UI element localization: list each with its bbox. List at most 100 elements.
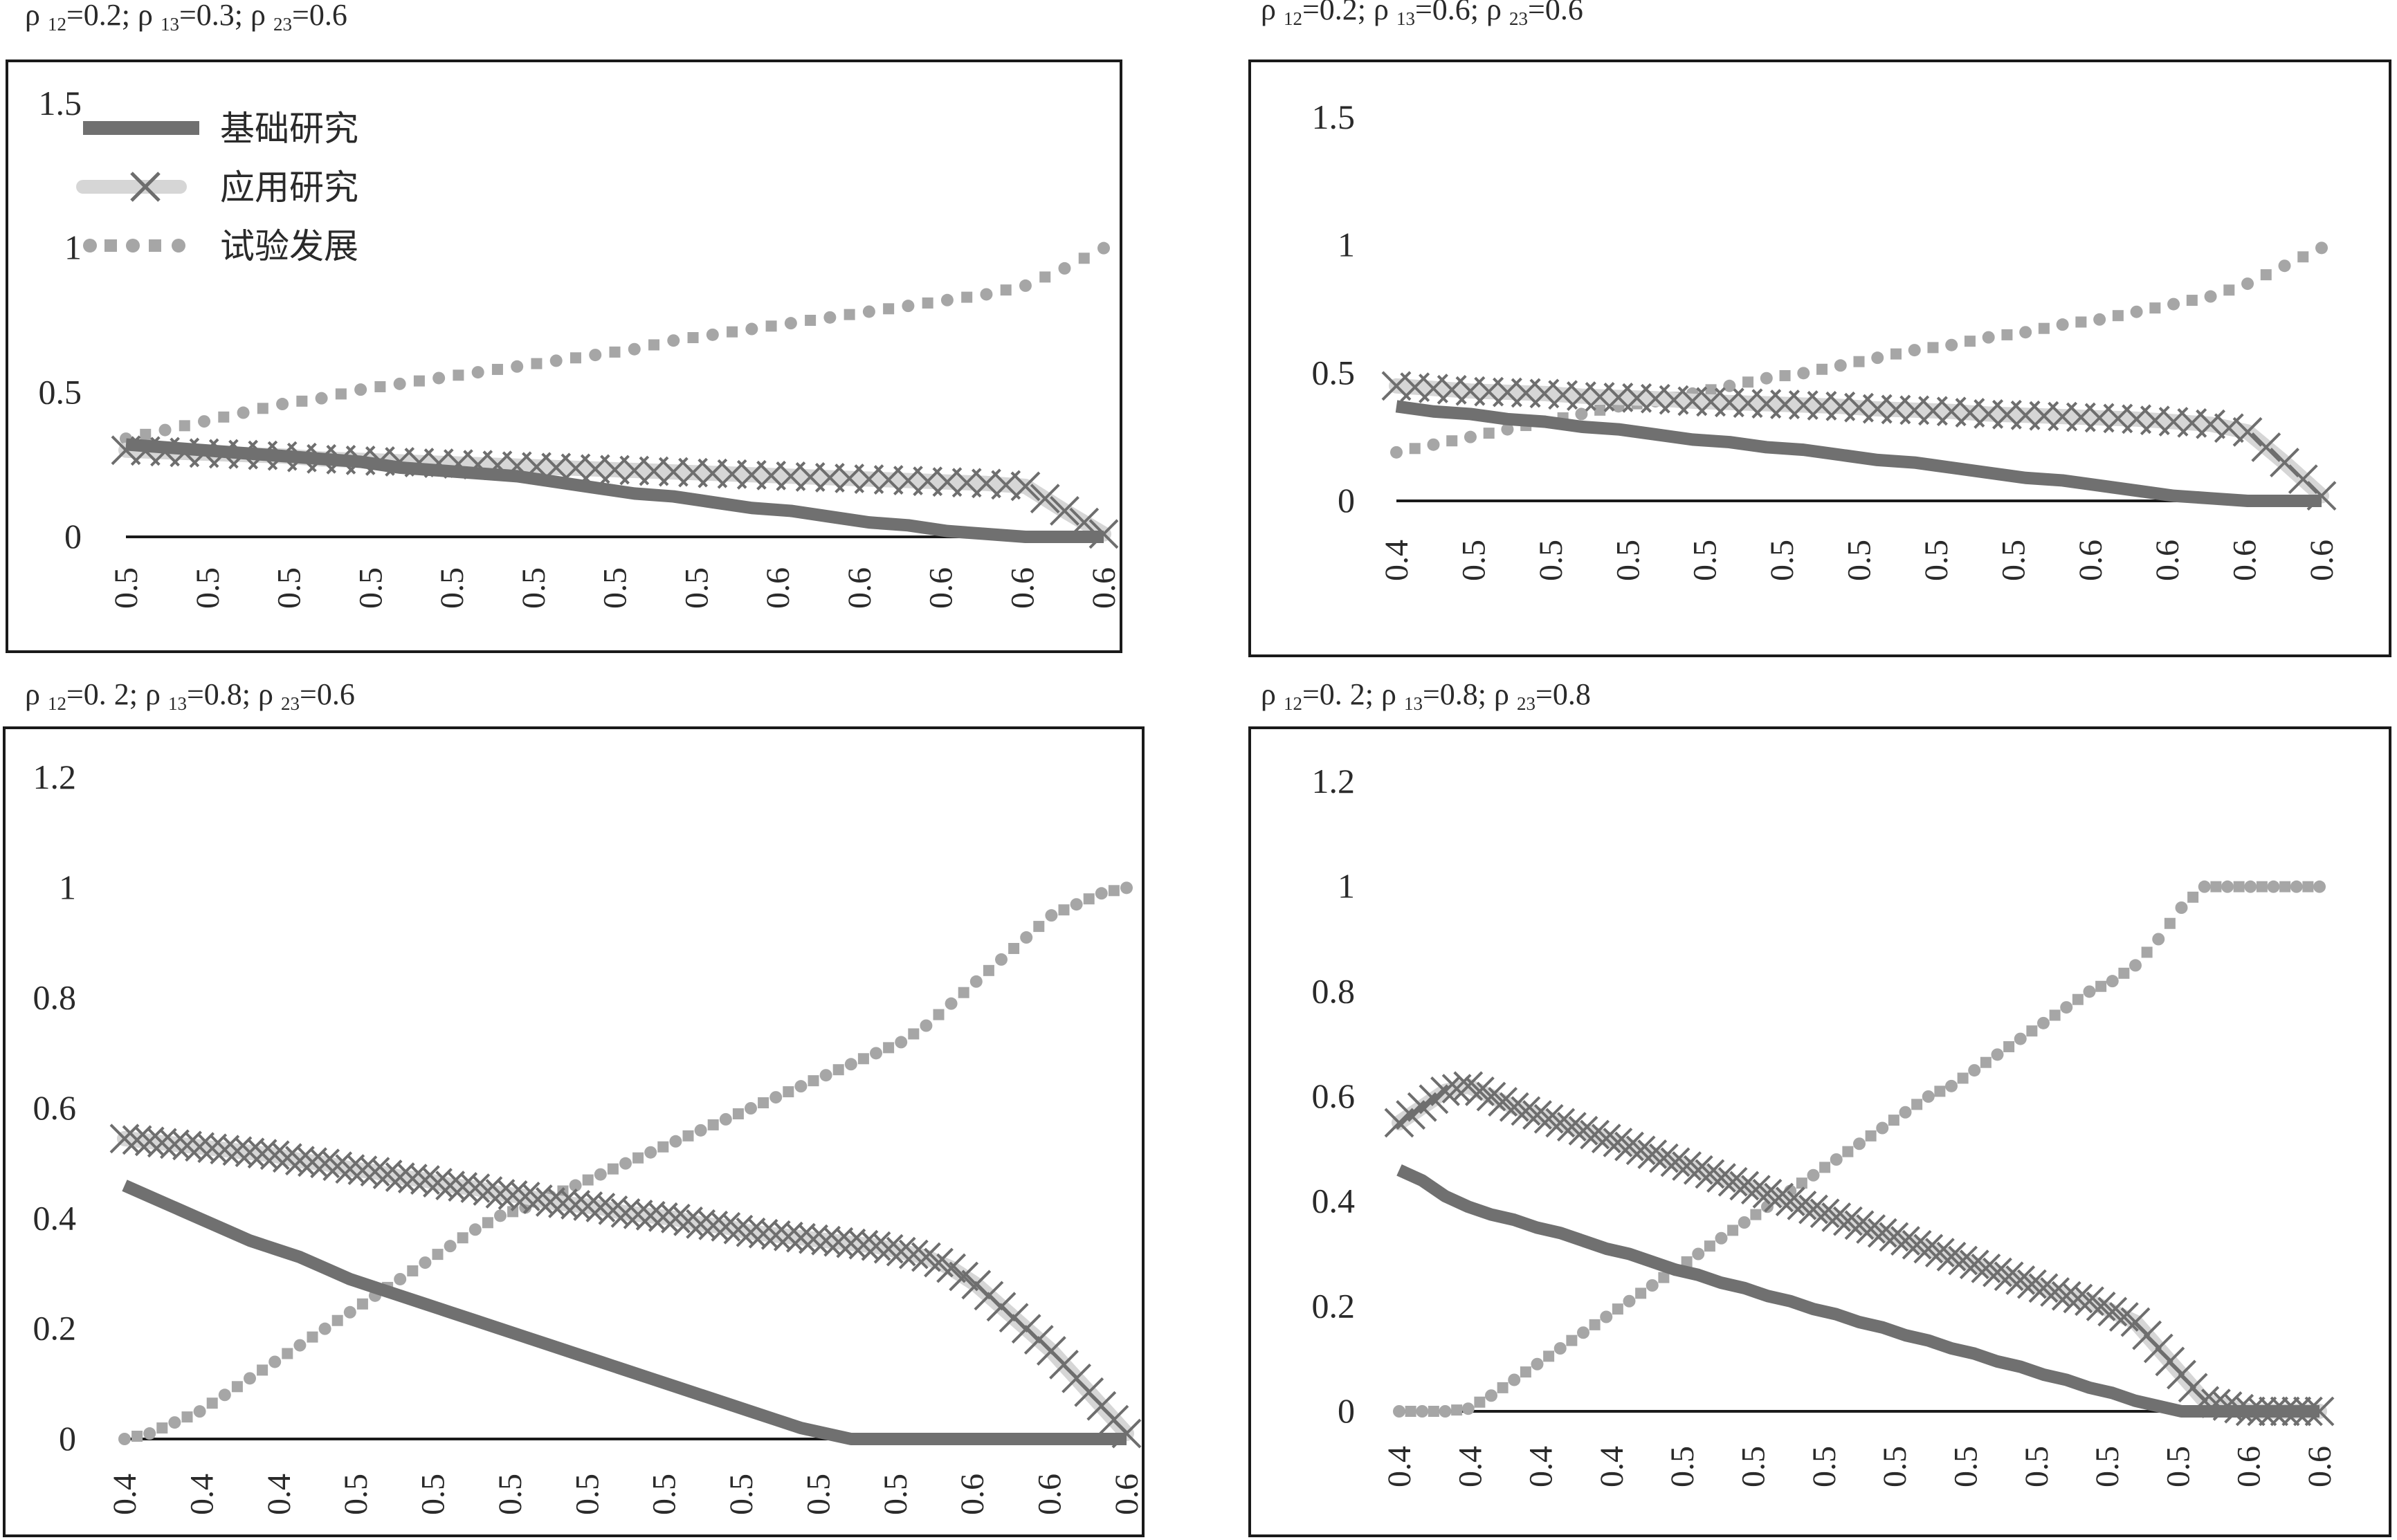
basic-research-line [122, 1180, 1127, 1445]
applied-cross-marker [522, 1184, 553, 1214]
experimental-point [765, 320, 777, 332]
y-tick-label: 0 [64, 517, 82, 556]
experimental-point [719, 1112, 732, 1126]
applied-cross-marker [460, 1173, 491, 1203]
applied-cross-marker [686, 1209, 716, 1239]
applied-cross-marker [811, 1225, 841, 1256]
x-tick-label: 0.5 [492, 1474, 529, 1515]
x-tick-label: 0.6 [2072, 540, 2109, 581]
applied-cross-marker [1050, 496, 1079, 526]
applied-cross-marker [372, 1159, 403, 1190]
applied-cross-marker [1948, 1245, 1978, 1276]
applied-cross-marker [1672, 1151, 1702, 1181]
x-tick-label: 0.5 [338, 1474, 374, 1515]
y-tick-label: 1 [59, 868, 76, 906]
x-tick-label: 0.4 [261, 1474, 298, 1515]
experimental-point [1553, 1342, 1567, 1355]
experimental-point [687, 332, 699, 344]
experimental-point [2313, 880, 2326, 893]
applied-cross-marker [1030, 484, 1060, 514]
applied-cross-marker [1764, 1182, 1794, 1213]
experimental-point [507, 1206, 519, 1218]
experimental-point [940, 293, 954, 306]
applied-cross-marker [823, 1227, 854, 1257]
experimental-point [707, 1119, 719, 1130]
experimental-point [181, 1411, 193, 1423]
legend-label: 应用研究 [220, 167, 358, 208]
applied-cross-marker [886, 1236, 916, 1267]
experimental-point [2149, 302, 2161, 314]
experimental-point [244, 1372, 256, 1385]
experimental-point [282, 1348, 293, 1359]
experimental-point [1039, 271, 1051, 283]
experimental-point [1807, 1168, 1820, 1182]
applied-cross-marker [898, 1239, 929, 1269]
experimental-point [1501, 423, 1514, 436]
applied-cross-marker [1580, 1119, 1610, 1150]
applied-cross-marker [1591, 1124, 1621, 1154]
applied-cross-marker [748, 1218, 778, 1249]
experimental-point [2175, 901, 2188, 914]
applied-cross-marker [1913, 1234, 1944, 1264]
experimental-point [961, 291, 973, 303]
experimental-point [2279, 881, 2291, 892]
applied-cross-marker [1706, 1163, 1736, 1193]
experimental-point [669, 1135, 682, 1148]
x-tick-label: 0.5 [1533, 540, 1569, 581]
experimental-point [1531, 1357, 1544, 1371]
experimental-point [2164, 917, 2176, 929]
experimental-point [2256, 881, 2268, 892]
x-tick-label: 0.5 [108, 567, 145, 609]
applied-cross-marker [836, 1228, 866, 1258]
x-tick-label: 0.6 [2302, 1446, 2338, 1487]
panel-3-plot: 1.2 1 0.8 0.6 0.4 0.2 0 0.4 0.4 0.4 0.5 0.5 0.5 0.5 0.… [33, 758, 1146, 1515]
applied-cross-marker [2214, 413, 2244, 443]
experimental-point [1727, 1225, 1739, 1236]
experimental-point [1058, 262, 1071, 275]
panel-2-title: ρ 12=0.2; ρ 13=0.6; ρ 23=0.6 [1261, 0, 1583, 29]
experimental-point [958, 987, 969, 998]
applied-cross-marker [1775, 1186, 1805, 1217]
applied-cross-marker [936, 1253, 967, 1283]
experimental-point [2026, 1025, 2038, 1037]
experimental-point [2072, 993, 2084, 1005]
applied-cross-marker [1810, 1198, 1840, 1229]
applied-cross-marker [723, 1214, 754, 1245]
experimental-point [1543, 1350, 1555, 1362]
experimental-point [1416, 1405, 1429, 1418]
experimental-point [168, 1416, 181, 1429]
x-tick-label: 0.6 [1004, 567, 1041, 609]
applied-cross-marker [298, 1147, 327, 1177]
experimental-point [983, 964, 994, 976]
panel-1-title: ρ 12=0.2; ρ 13=0.3; ρ 23=0.6 [25, 0, 347, 35]
applied-cross-marker [1660, 1147, 1690, 1177]
experimental-point [143, 1427, 156, 1440]
x-tick-label: 0.6 [841, 567, 878, 609]
experimental-point [511, 360, 524, 373]
applied-cross-marker [1856, 1214, 1886, 1244]
experimental-point [482, 1217, 493, 1229]
applied-cross-marker [1924, 1238, 1955, 1268]
applied-cross-marker [1729, 1171, 1760, 1201]
dotted-line-icon [126, 239, 140, 253]
experimental-point [1575, 407, 1588, 421]
experimental-point [648, 339, 660, 351]
applied-cross-marker [397, 1164, 428, 1193]
experimental-point [902, 300, 915, 313]
experimental-point [2141, 946, 2153, 958]
y-tick-label: 1 [1338, 226, 1355, 264]
experimental-point [823, 311, 837, 324]
experimental-point [1908, 344, 1921, 357]
experimental-point [805, 315, 817, 326]
applied-cross-marker [1787, 1190, 1817, 1220]
experimental-point [1750, 1209, 1762, 1220]
applied-cross-marker [1959, 1249, 1989, 1280]
x-tick-label: 0.5 [569, 1474, 605, 1515]
applied-cross-marker [2196, 409, 2225, 439]
experimental-point [1095, 887, 1108, 900]
experimental-point [293, 1339, 307, 1352]
applied-cross-marker [2063, 1283, 2093, 1314]
experimental-point [1830, 1153, 1843, 1166]
experimental-point [706, 328, 719, 341]
